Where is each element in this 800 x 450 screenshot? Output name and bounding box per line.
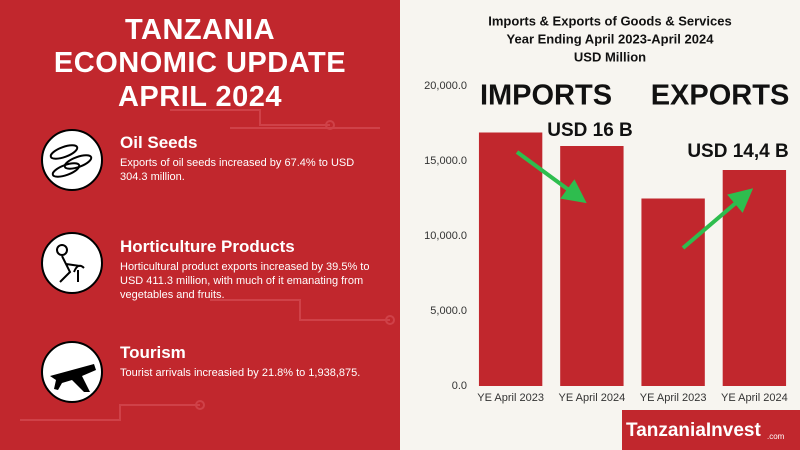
title-line: ECONOMIC UPDATE	[53, 47, 347, 79]
y-tick-label: 10,000.0	[424, 230, 467, 242]
title-line: TANZANIA	[124, 14, 276, 46]
logo: TanzaniaInvest	[626, 420, 761, 441]
y-tick-label: 15,000.0	[424, 155, 467, 167]
logo-box	[622, 410, 800, 450]
chart: TanzaniaInvest .com Imports & Exports of…	[424, 13, 800, 450]
title-line: APRIL 2024	[117, 81, 283, 113]
y-tick-label: 20,000.0	[424, 80, 467, 92]
item-heading: Horticulture Products	[120, 237, 295, 256]
item-text: Exports of oil seeds increased by 67.4% …	[120, 157, 355, 183]
logo-suffix: .com	[767, 432, 785, 441]
chart-title: USD Million	[574, 49, 646, 64]
arrow	[515, 150, 587, 204]
x-tick-label: YE April 2024	[559, 392, 626, 404]
left-panel: TANZANIA ECONOMIC UPDATE APRIL 2024 Oil …	[0, 0, 400, 450]
annotation: USD 16 B	[547, 120, 633, 141]
y-tick-label: 5,000.0	[430, 305, 467, 317]
arrow	[681, 188, 754, 250]
x-tick-label: YE April 2023	[640, 392, 707, 404]
bar	[478, 132, 543, 386]
annotation: IMPORTS	[480, 80, 612, 112]
annotation: EXPORTS	[651, 80, 790, 112]
x-tick-label: YE April 2024	[721, 392, 788, 404]
annotation: USD 14,4 B	[687, 141, 788, 162]
x-tick-label: YE April 2023	[477, 392, 544, 404]
item-heading: Oil Seeds	[120, 133, 198, 152]
decor	[20, 109, 395, 421]
item-text: Horticultural product exports increased …	[120, 261, 370, 301]
bar	[560, 146, 624, 386]
y-tick-label: 0.0	[452, 380, 467, 392]
item-text: Tourist arrivals increasied by 21.8% to …	[120, 367, 361, 379]
bar	[722, 170, 787, 386]
bar	[641, 198, 705, 386]
chart-title: Year Ending April 2023-April 2024	[507, 31, 715, 46]
chart-title: Imports & Exports of Goods & Services	[488, 13, 731, 28]
item-heading: Tourism	[120, 343, 186, 362]
